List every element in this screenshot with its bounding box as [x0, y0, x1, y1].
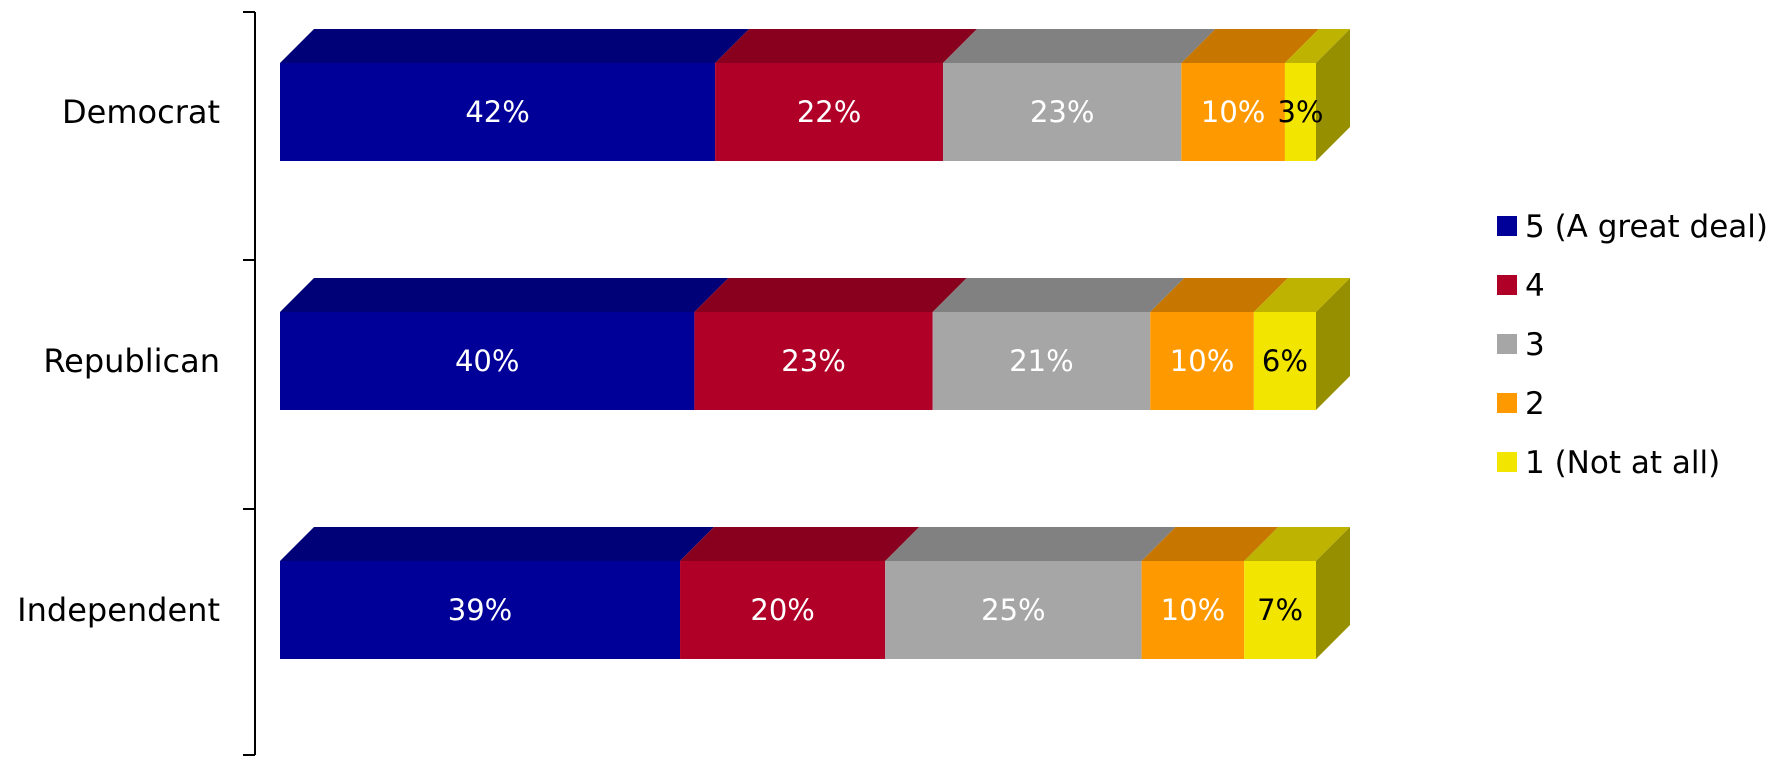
legend-label-4: 2 — [1525, 386, 1545, 422]
legend-swatch-5 — [1497, 452, 1517, 472]
data-label-independent-series-5: 7% — [1257, 593, 1303, 627]
legend-swatch-2 — [1497, 275, 1517, 295]
legend-swatch-3 — [1497, 334, 1517, 354]
bar-independent-series-3-top — [885, 527, 1176, 561]
bar-democrat-series-4 — [1181, 63, 1285, 161]
bar-republican-series-1 — [280, 312, 695, 410]
bar-independent-series-4-top — [1141, 527, 1279, 561]
category-label-republican: Republican — [43, 342, 220, 380]
bar-republican-series-4 — [1150, 312, 1254, 410]
legend-label-5: 1 (Not at all) — [1525, 445, 1720, 481]
bar-independent-series-2 — [680, 561, 886, 659]
legend-label-3: 3 — [1525, 327, 1545, 363]
legend-label-2: 4 — [1525, 268, 1545, 304]
legend-swatch-4 — [1497, 393, 1517, 413]
bar-independent-series-5 — [1244, 561, 1316, 659]
bar-democrat-series-2 — [715, 63, 944, 161]
bar-democrat-series-3-top — [943, 29, 1216, 63]
bar-democrat-series-4-top — [1181, 29, 1319, 63]
bar-democrat-series-3 — [943, 63, 1182, 161]
bar-democrat-series-5-side — [1316, 29, 1350, 161]
bar-independent-series-3 — [885, 561, 1142, 659]
data-label-republican-series-5: 6% — [1262, 344, 1308, 378]
bar-independent-series-2-top — [680, 527, 920, 561]
data-label-independent-series-4: 10% — [1161, 593, 1225, 627]
data-label-republican-series-2: 23% — [781, 344, 845, 378]
bar-democrat-series-1-top — [280, 29, 750, 63]
category-label-democrat: Democrat — [62, 93, 220, 131]
data-label-democrat-series-4: 10% — [1201, 95, 1265, 129]
bar-independent-series-1-top — [280, 527, 715, 561]
data-label-democrat-series-5: 3% — [1277, 95, 1323, 129]
data-label-independent-series-2: 20% — [750, 593, 814, 627]
bar-republican-series-2 — [694, 312, 933, 410]
bar-republican-series-5-side — [1316, 278, 1350, 410]
bar-republican-series-3 — [932, 312, 1151, 410]
bar-democrat-series-2-top — [715, 29, 978, 63]
bar-independent-series-4 — [1141, 561, 1245, 659]
bar-republican-series-3-top — [932, 278, 1185, 312]
bar-republican-series-5 — [1253, 312, 1316, 410]
bar-democrat-series-1 — [280, 63, 716, 161]
data-label-republican-series-4: 10% — [1170, 344, 1234, 378]
data-label-democrat-series-1: 42% — [465, 95, 529, 129]
bar-independent-series-5-side — [1316, 527, 1350, 659]
category-label-independent: Independent — [17, 591, 220, 629]
data-label-republican-series-1: 40% — [455, 344, 519, 378]
bar-democrat-series-5-top — [1284, 29, 1350, 63]
data-label-independent-series-1: 39% — [448, 593, 512, 627]
data-label-independent-series-3: 25% — [981, 593, 1045, 627]
bar-republican-series-2-top — [694, 278, 967, 312]
data-label-democrat-series-3: 23% — [1030, 95, 1094, 129]
data-label-democrat-series-2: 22% — [797, 95, 861, 129]
bar-independent-series-1 — [280, 561, 681, 659]
bar-republican-series-1-top — [280, 278, 729, 312]
bar-republican-series-5-top — [1253, 278, 1350, 312]
bar-democrat-series-5 — [1284, 63, 1316, 161]
bar-independent-series-5-top — [1244, 527, 1350, 561]
legend-label-1: 5 (A great deal) — [1525, 209, 1768, 245]
legend-swatch-1 — [1497, 216, 1517, 236]
bar-republican-series-4-top — [1150, 278, 1288, 312]
data-label-republican-series-3: 21% — [1009, 344, 1073, 378]
